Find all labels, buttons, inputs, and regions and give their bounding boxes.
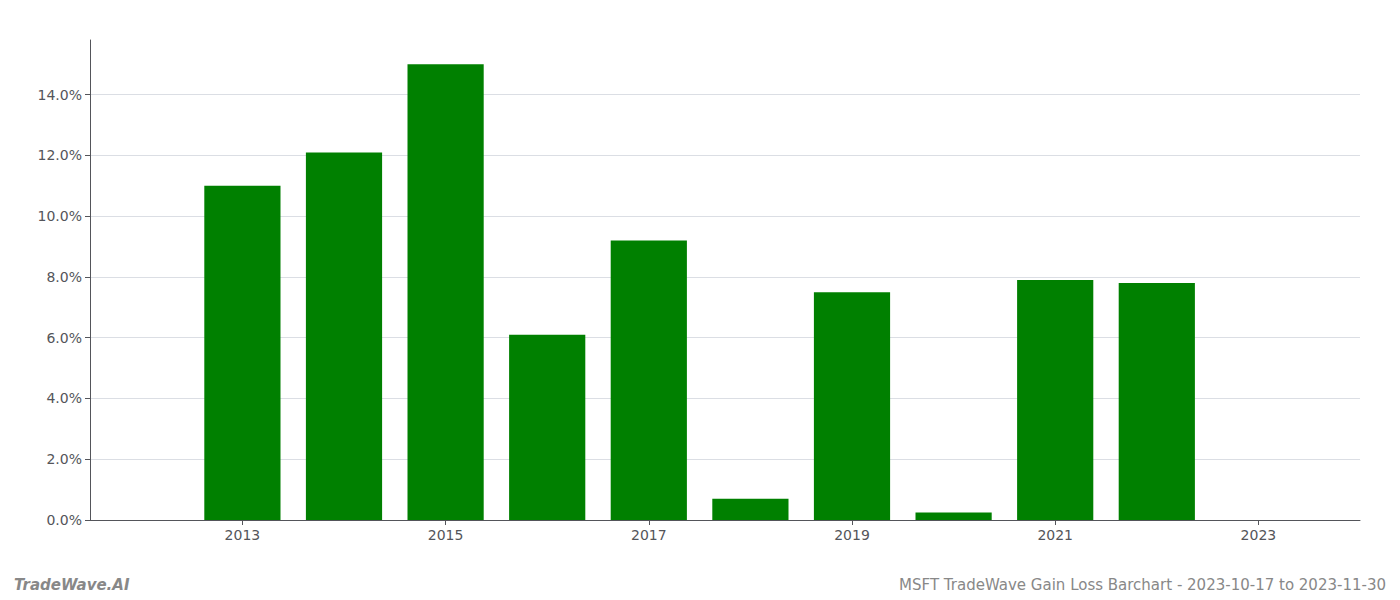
svg-text:8.0%: 8.0%: [46, 269, 82, 285]
svg-text:TradeWave.AI: TradeWave.AI: [14, 576, 130, 594]
svg-text:2015: 2015: [428, 527, 464, 543]
svg-text:2021: 2021: [1037, 527, 1073, 543]
svg-text:0.0%: 0.0%: [46, 512, 82, 528]
svg-text:2.0%: 2.0%: [46, 451, 82, 467]
svg-text:2013: 2013: [225, 527, 261, 543]
svg-text:14.0%: 14.0%: [38, 87, 82, 103]
svg-text:10.0%: 10.0%: [38, 208, 82, 224]
svg-text:2023: 2023: [1241, 527, 1277, 543]
svg-text:6.0%: 6.0%: [46, 330, 82, 346]
svg-text:12.0%: 12.0%: [38, 147, 82, 163]
svg-text:2017: 2017: [631, 527, 667, 543]
svg-text:2019: 2019: [834, 527, 870, 543]
svg-text:4.0%: 4.0%: [46, 390, 82, 406]
svg-text:MSFT TradeWave Gain Loss Barch: MSFT TradeWave Gain Loss Barchart - 2023…: [899, 576, 1386, 594]
